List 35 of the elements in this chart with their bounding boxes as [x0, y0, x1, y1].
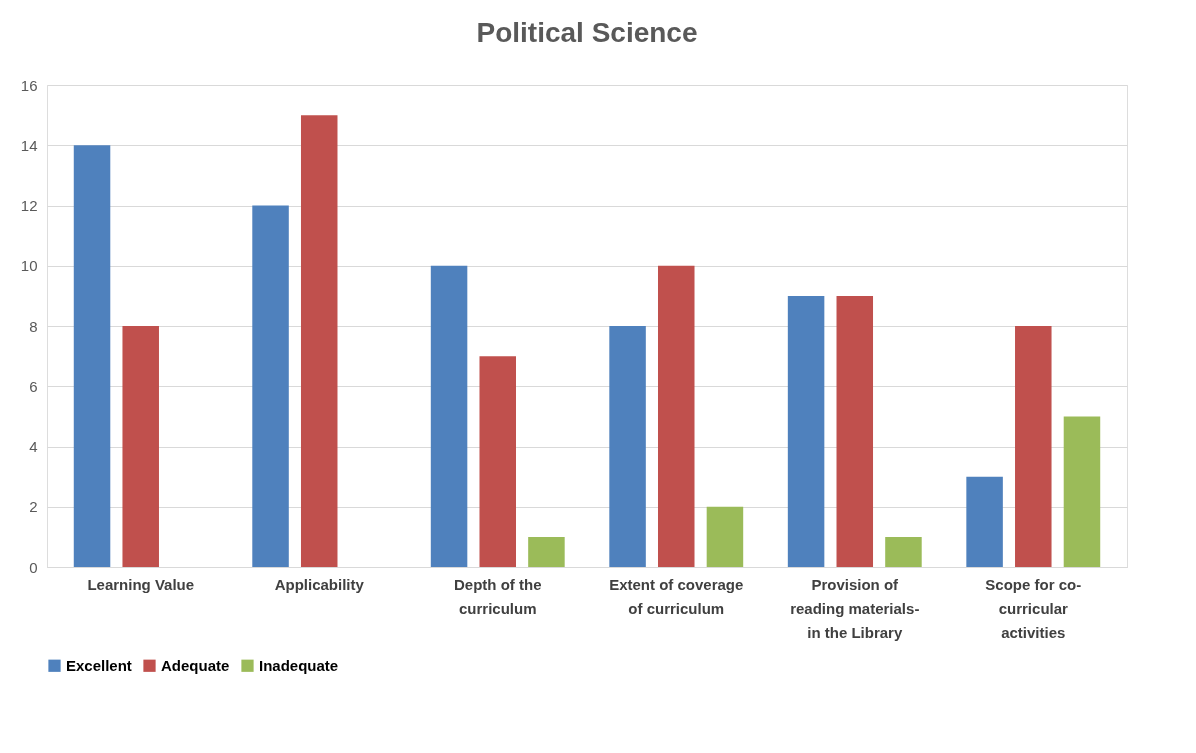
bar	[787, 295, 825, 567]
x-tick-label: Learning Value	[87, 575, 195, 593]
bar	[658, 265, 695, 567]
bar	[122, 326, 159, 567]
bar	[73, 145, 111, 567]
y-tick-label: 8	[29, 317, 38, 335]
bar	[479, 356, 516, 567]
x-tick-label: Depth of the curriculum	[453, 575, 542, 617]
legend-label: Excellent	[66, 656, 132, 674]
y-tick-label: 16	[20, 76, 38, 94]
bar	[528, 536, 565, 567]
y-tick-label: 2	[29, 498, 38, 516]
bar	[836, 295, 874, 567]
bar	[430, 265, 468, 567]
bar	[885, 536, 922, 567]
bar	[966, 476, 1003, 567]
bar	[1015, 326, 1052, 567]
bar	[1063, 416, 1101, 567]
bar	[706, 506, 744, 567]
x-tick-label: Provision of reading materials- in the Library	[790, 575, 920, 641]
chart-title: Political Science	[476, 17, 698, 48]
x-tick-label: Scope for co-curricular activities	[985, 575, 1082, 641]
bar	[300, 115, 338, 567]
legend-label: Inadequate	[259, 656, 339, 674]
y-tick-label: 6	[29, 377, 38, 395]
y-tick-label: 14	[20, 136, 38, 154]
legend-label: Adequate	[161, 656, 230, 674]
y-tick-label: 0	[29, 558, 38, 576]
x-tick-label: Extent of coverage of curriculum	[609, 575, 744, 617]
y-tick-label: 4	[29, 438, 38, 455]
bar	[252, 205, 289, 567]
y-tick-label: 10	[20, 257, 38, 275]
x-tick-label: Applicability	[274, 575, 365, 593]
y-tick-label: 12	[20, 197, 38, 214]
bar	[609, 326, 646, 567]
